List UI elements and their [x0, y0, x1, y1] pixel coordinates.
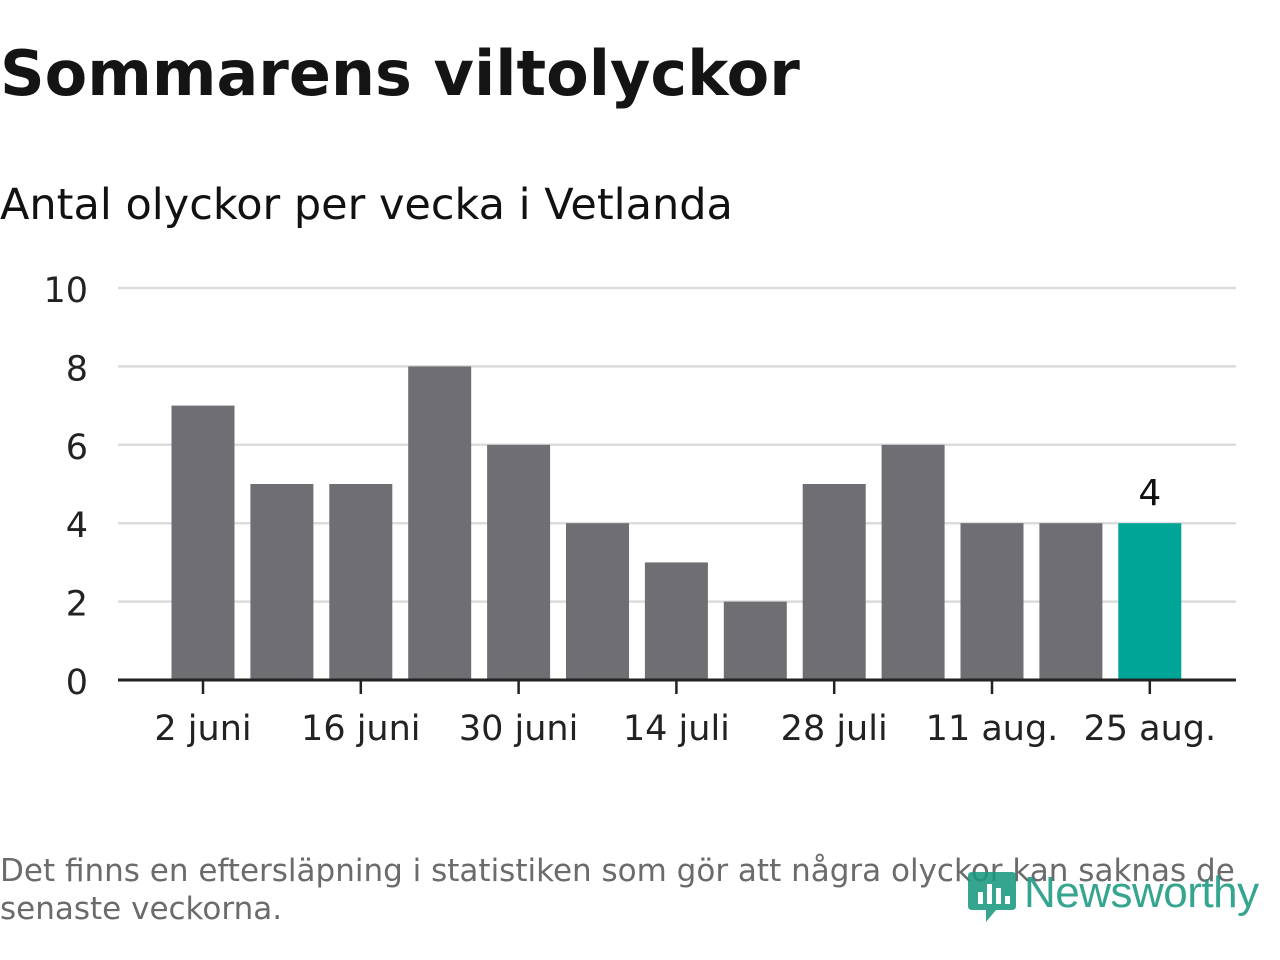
- x-tick-label: 16 juni: [301, 709, 420, 749]
- newsworthy-logo: Newsworthy: [966, 862, 1259, 924]
- chart-subtitle: Antal olyckor per vecka i Vetlanda: [0, 180, 733, 230]
- x-tick-label: 25 aug.: [1083, 709, 1216, 749]
- bar-21-juli: [723, 601, 787, 680]
- bar-2-juni: [171, 405, 235, 680]
- bar-23-juni: [408, 366, 472, 680]
- y-tick-label: 0: [66, 663, 88, 703]
- chart-title: Sommarens viltolyckor: [0, 37, 800, 110]
- bar-11-aug: [960, 523, 1024, 680]
- bar-chart: 0 2 4 6 8 10 2 juni 16 juni 30 juni 14 juli 28 ju…: [43, 271, 1236, 749]
- x-tick-label: 14 juli: [623, 709, 730, 749]
- bar-18-aug: [1039, 523, 1103, 680]
- newsworthy-logo-icon: [968, 872, 1016, 922]
- bar-14-juli: [644, 562, 708, 680]
- bar-9-juni: [250, 484, 314, 680]
- y-axis-ticks: 0 2 4 6 8 10: [43, 271, 88, 703]
- bar-28-juli: [802, 484, 866, 680]
- x-axis-ticks: 2 juni 16 juni 30 juni 14 juli 28 juli 11 aug…: [154, 680, 1216, 749]
- y-tick-label: 6: [66, 428, 88, 468]
- x-tick-label: 30 juni: [459, 709, 578, 749]
- footnote: Det finns en eftersläpning i statistiken…: [0, 853, 1235, 927]
- bar-16-juni: [329, 484, 393, 680]
- bar-25-aug: [1118, 523, 1182, 680]
- highlight-value-label: 4: [1138, 473, 1161, 514]
- newsworthy-logo-text: Newsworthy: [1024, 868, 1259, 917]
- y-tick-label: 2: [66, 585, 88, 625]
- bar-4-aug: [881, 444, 945, 680]
- x-tick-label: 2 juni: [154, 709, 251, 749]
- x-tick-label: 28 juli: [781, 709, 888, 749]
- y-tick-label: 4: [66, 506, 88, 546]
- bars: [171, 366, 1182, 680]
- data-labels: 4: [1138, 473, 1161, 514]
- bar-7-juli: [566, 523, 629, 680]
- y-tick-label: 10: [43, 271, 88, 311]
- y-tick-label: 8: [66, 349, 88, 389]
- x-tick-label: 11 aug.: [926, 709, 1059, 749]
- bar-30-juni: [487, 444, 551, 680]
